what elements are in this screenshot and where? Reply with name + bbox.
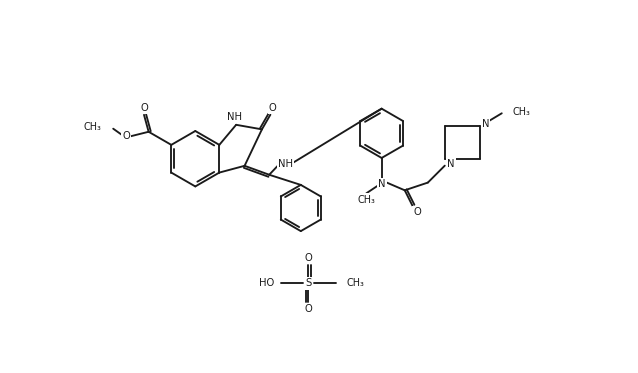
Text: HO: HO [260, 279, 274, 288]
Text: CH₃: CH₃ [512, 107, 530, 117]
Text: S: S [306, 279, 311, 288]
Text: O: O [140, 103, 148, 113]
Text: CH₃: CH₃ [357, 195, 375, 204]
Text: CH₃: CH₃ [83, 122, 101, 132]
Text: N: N [378, 179, 385, 189]
Text: O: O [122, 131, 130, 141]
Text: N: N [482, 119, 489, 129]
Text: O: O [413, 207, 421, 217]
Text: O: O [304, 253, 313, 263]
Text: NH: NH [227, 112, 242, 122]
Text: O: O [269, 103, 277, 113]
Text: O: O [304, 304, 313, 314]
Text: N: N [447, 159, 455, 169]
Text: NH: NH [278, 159, 293, 169]
Text: CH₃: CH₃ [347, 279, 365, 288]
